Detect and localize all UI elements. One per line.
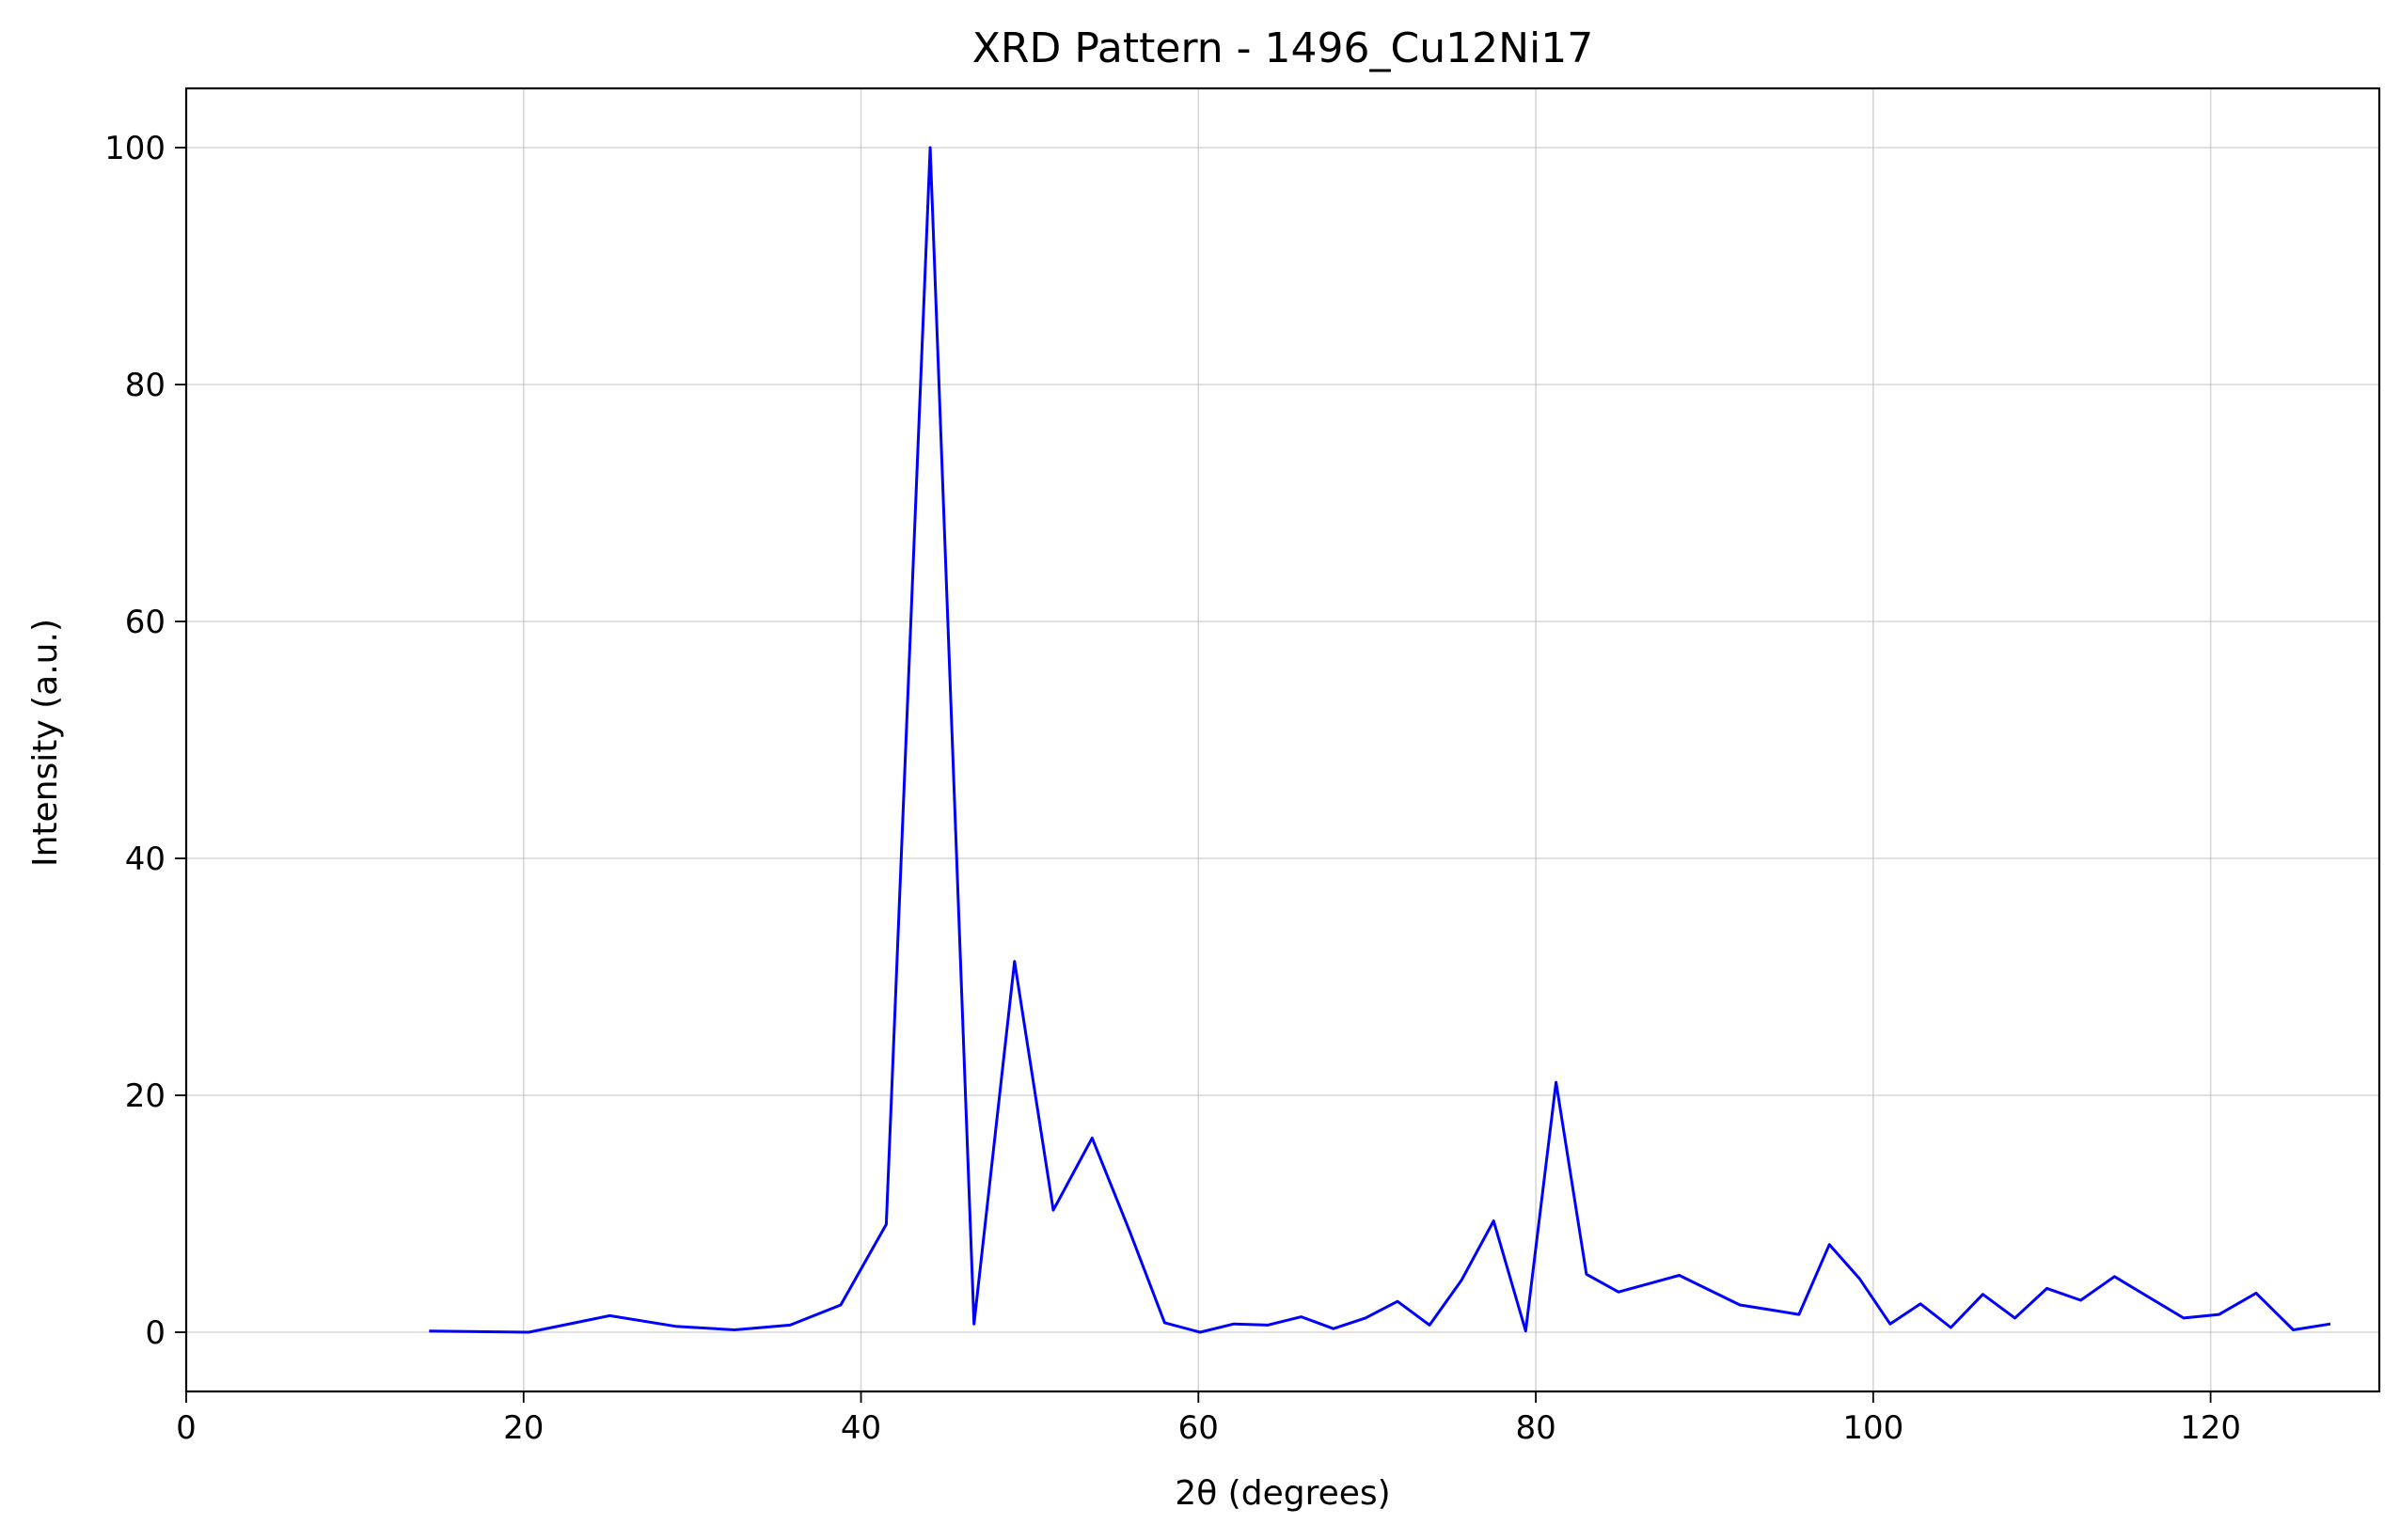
x-axis-ticks: 0 20 40 60 80 100 120 bbox=[176, 1391, 2241, 1447]
y-tick-label: 60 bbox=[125, 604, 166, 641]
plot-frame bbox=[184, 86, 2381, 1393]
y-tick-label: 80 bbox=[125, 367, 166, 404]
x-tick-label: 60 bbox=[1178, 1409, 1219, 1447]
x-tick-label: 80 bbox=[1515, 1409, 1555, 1447]
xrd-series-line bbox=[429, 146, 2331, 1334]
x-tick-label: 40 bbox=[841, 1409, 881, 1447]
y-axis-ticks: 0 20 40 60 80 100 bbox=[104, 130, 186, 1352]
x-tick-label: 0 bbox=[176, 1409, 197, 1447]
y-tick-label: 20 bbox=[125, 1077, 166, 1115]
x-tick-label: 100 bbox=[1842, 1409, 1903, 1447]
y-tick-label: 0 bbox=[145, 1314, 166, 1352]
grid-lines bbox=[185, 88, 2379, 1391]
x-axis-label: 2θ (degrees) bbox=[1175, 1474, 1390, 1513]
x-tick-label: 20 bbox=[503, 1409, 544, 1447]
chart-title: XRD Pattern - 1496_Cu12Ni17 bbox=[972, 24, 1593, 72]
series-group bbox=[429, 146, 2331, 1334]
y-axis-label: Intensity (a.u.) bbox=[26, 619, 65, 867]
y-tick-label: 100 bbox=[104, 130, 166, 167]
x-tick-label: 120 bbox=[2180, 1409, 2241, 1447]
y-tick-label: 40 bbox=[125, 841, 166, 878]
